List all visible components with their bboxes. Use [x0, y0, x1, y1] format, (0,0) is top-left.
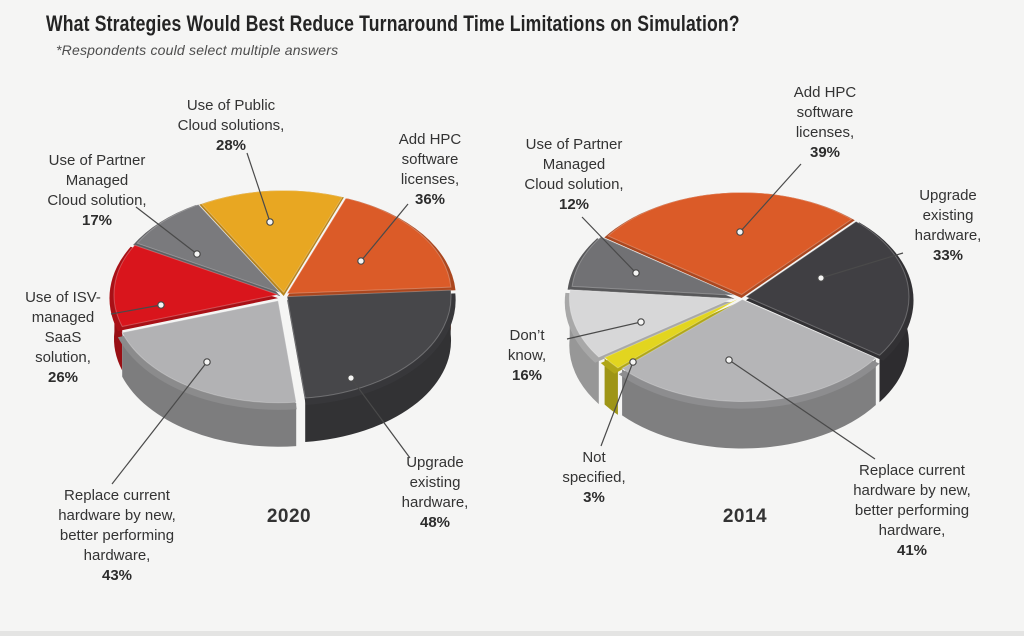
leader-line-not-specified [600, 361, 634, 447]
pie-2014-slice-upgrade-existing-hardware [744, 220, 910, 356]
leader-dot-use-of-partner-managed-cloud-solution [632, 269, 640, 277]
leader-dot-replace-current-hardware-by-new-better-performing-hardware [725, 356, 733, 364]
leader-line-use-of-partner-managed-cloud-solution [135, 206, 198, 255]
leader-line-use-of-public-cloud-solutions [246, 152, 271, 223]
pie-2020-wall-replace-current-hardware-by-new-better-performing-hardware [122, 333, 297, 447]
bottom-edge-strip [0, 631, 1024, 636]
pie-year-label-2014: 2014 [722, 506, 768, 527]
leader-dot-add-hpc-software-licenses [357, 257, 365, 265]
pie-2014-slice-replace-current-hardware-by-new-better-performing-hardware [621, 298, 877, 402]
pie-2020-slice-use-of-public-cloud-solutions [200, 190, 343, 294]
leader-dot-use-of-public-cloud-solutions [266, 218, 274, 226]
leader-line-replace-current-hardware-by-new-better-performing-hardware [728, 359, 876, 460]
leader-dot-replace-current-hardware-by-new-better-performing-hardware [203, 358, 211, 366]
leader-line-add-hpc-software-licenses [360, 203, 409, 262]
pie-2020-slice-upgrade-existing-hardware [286, 289, 452, 399]
page-title: What Strategies Would Best Reduce Turnar… [46, 11, 740, 36]
pie-2020-slice-replace-current-hardware-by-new-better-performing-hardware [121, 300, 297, 404]
pie-2020 [109, 152, 456, 485]
pie-2014 [564, 163, 914, 460]
pie-2020-slice-use-of-partner-managed-cloud-solution [136, 203, 281, 294]
leader-dot-use-of-partner-managed-cloud-solution [193, 250, 201, 258]
leader-dot-add-hpc-software-licenses [736, 228, 744, 236]
pie-2014-slice-not-specified [603, 298, 739, 369]
leader-dot-upgrade-existing-hardware [347, 374, 355, 382]
leader-dot-not-specified [629, 358, 637, 366]
leader-dot-use-of-isv-managed-saas-solution [157, 301, 165, 309]
leader-line-upgrade-existing-hardware [820, 252, 904, 279]
pie-year-label-2020: 2020 [266, 506, 312, 527]
leader-line-add-hpc-software-licenses [739, 163, 802, 233]
page-subtitle: *Respondents could select multiple answe… [56, 42, 339, 58]
leader-line-use-of-partner-managed-cloud-solution [581, 216, 637, 274]
leader-line-replace-current-hardware-by-new-better-performing-hardware [111, 361, 208, 485]
pie-2014-slice-add-hpc-software-licenses [607, 191, 853, 296]
leader-dot-upgrade-existing-hardware [817, 274, 825, 282]
pie-2014-slice-don-t-know [568, 289, 733, 358]
pie-2020-wall-upgrade-existing-hardware [305, 291, 452, 442]
leader-dot-don-t-know [637, 318, 645, 326]
leader-line-upgrade-existing-hardware [350, 377, 411, 459]
pie-2020-slice-add-hpc-software-licenses [286, 197, 452, 295]
leader-line-don-t-know [566, 321, 642, 340]
pie-2014-slice-use-of-partner-managed-cloud-solution [571, 236, 735, 296]
leader-line-use-of-isv-managed-saas-solution [110, 304, 162, 315]
